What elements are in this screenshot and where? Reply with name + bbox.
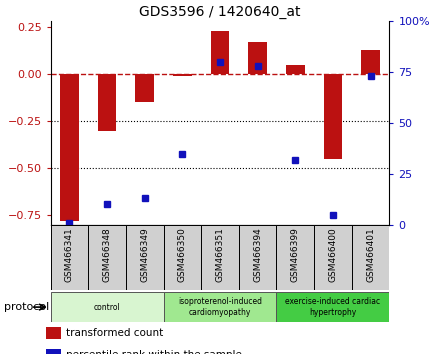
Text: control: control: [94, 303, 121, 312]
Text: GSM466351: GSM466351: [216, 227, 224, 282]
Bar: [98, 74, 117, 131]
Bar: [323, 74, 342, 159]
Bar: [51, 225, 88, 290]
Bar: [314, 225, 352, 290]
Bar: [46, 349, 61, 354]
Text: percentile rank within the sample: percentile rank within the sample: [66, 350, 242, 354]
Text: GSM466349: GSM466349: [140, 227, 149, 282]
Bar: [88, 225, 126, 290]
Bar: [361, 50, 380, 74]
Bar: [276, 292, 389, 322]
Text: GSM466350: GSM466350: [178, 227, 187, 282]
Bar: [126, 225, 164, 290]
Text: protocol: protocol: [4, 302, 50, 312]
Text: isoproterenol-induced
cardiomyopathy: isoproterenol-induced cardiomyopathy: [178, 297, 262, 317]
Bar: [164, 292, 276, 322]
Bar: [60, 74, 79, 221]
Bar: [46, 327, 61, 338]
Text: GSM466341: GSM466341: [65, 227, 74, 282]
Bar: [164, 225, 201, 290]
Bar: [248, 42, 267, 74]
Bar: [201, 225, 239, 290]
Bar: [173, 74, 192, 76]
Text: exercise-induced cardiac
hypertrophy: exercise-induced cardiac hypertrophy: [286, 297, 381, 317]
Bar: [51, 292, 164, 322]
Text: GSM466401: GSM466401: [366, 227, 375, 282]
Text: GSM466399: GSM466399: [291, 227, 300, 282]
Title: GDS3596 / 1420640_at: GDS3596 / 1420640_at: [139, 5, 301, 19]
Text: GSM466394: GSM466394: [253, 227, 262, 282]
Bar: [136, 74, 154, 102]
Text: GSM466348: GSM466348: [103, 227, 112, 282]
Text: transformed count: transformed count: [66, 328, 163, 338]
Bar: [211, 31, 229, 74]
Text: GSM466400: GSM466400: [328, 227, 337, 282]
Bar: [239, 225, 276, 290]
Bar: [352, 225, 389, 290]
Bar: [276, 225, 314, 290]
Bar: [286, 64, 305, 74]
